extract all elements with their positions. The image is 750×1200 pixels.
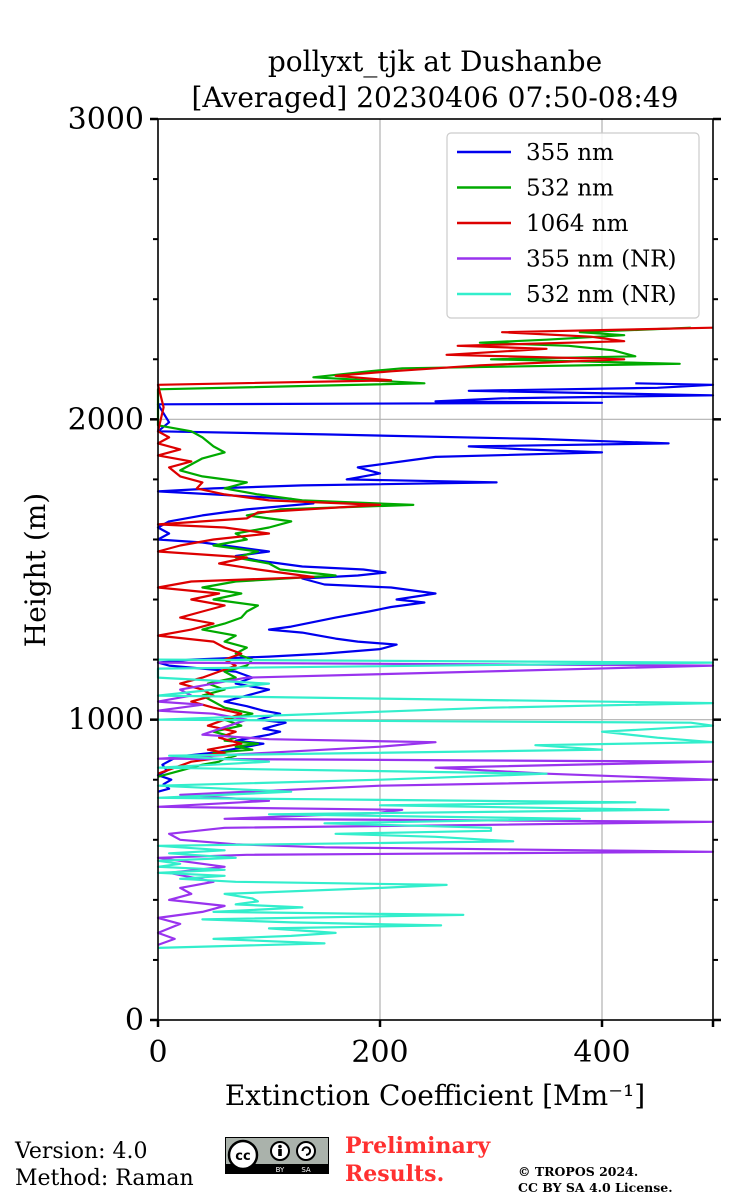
axis-ticks: 0 1000 2000 3000 0 200 400 bbox=[68, 102, 721, 1070]
legend-label: 532 nm bbox=[526, 176, 614, 202]
series-line-355-nm bbox=[156, 382, 715, 793]
cc-by-sa-license-icon: cc BY SA bbox=[225, 1137, 329, 1174]
series-line-1064-nm bbox=[156, 326, 714, 775]
cc-badge-sa: SA bbox=[301, 1166, 311, 1174]
series-line-532-nm bbox=[156, 326, 691, 778]
copyright-line2: CC BY SA 4.0 License. bbox=[518, 1180, 673, 1195]
legend-label: 355 nm (NR) bbox=[526, 247, 677, 273]
version-text: Version: 4.0 bbox=[15, 1139, 148, 1164]
preliminary-line1: Preliminary bbox=[345, 1133, 491, 1159]
y-tick-label: 1000 bbox=[68, 703, 144, 738]
series-line-532-nm-nr- bbox=[156, 658, 715, 949]
cc-badge-by: BY bbox=[276, 1166, 285, 1174]
cc-badge-main: cc bbox=[235, 1149, 250, 1164]
preliminary-results-notice: Preliminary Results. bbox=[345, 1132, 490, 1188]
legend-label: 532 nm (NR) bbox=[526, 282, 677, 308]
y-tick-label: 2000 bbox=[68, 402, 144, 437]
legend-label: 355 nm bbox=[526, 140, 614, 166]
preliminary-line2: Results. bbox=[345, 1161, 445, 1187]
y-axis-label: Height (m) bbox=[19, 493, 52, 647]
method-text: Method: Raman bbox=[15, 1166, 194, 1191]
plot-frame bbox=[157, 118, 714, 1021]
chart-title-line2: [Averaged] 20230406 07:50-08:49 bbox=[192, 81, 679, 114]
legend-label: 1064 nm bbox=[526, 211, 629, 237]
chart-title-line1: pollyxt_tjk at Dushanbe bbox=[268, 45, 602, 78]
y-tick-label: 0 bbox=[125, 1003, 144, 1038]
x-tick-label: 0 bbox=[148, 1035, 167, 1070]
copyright-line1: © TROPOS 2024. bbox=[518, 1164, 639, 1179]
legend-box bbox=[446, 132, 700, 319]
x-tick-label: 400 bbox=[573, 1035, 630, 1070]
x-tick-label: 200 bbox=[351, 1035, 408, 1070]
series-group bbox=[156, 326, 715, 949]
y-tick-label: 3000 bbox=[68, 102, 144, 137]
copyright-notice: © TROPOS 2024. CC BY SA 4.0 License. bbox=[518, 1164, 673, 1196]
legend: 355 nm 532 nm 1064 nm 355 nm (NR) 532 nm (NR… bbox=[446, 132, 700, 319]
x-axis-label: Extinction Coefficient [Mm⁻¹] bbox=[225, 1079, 645, 1112]
